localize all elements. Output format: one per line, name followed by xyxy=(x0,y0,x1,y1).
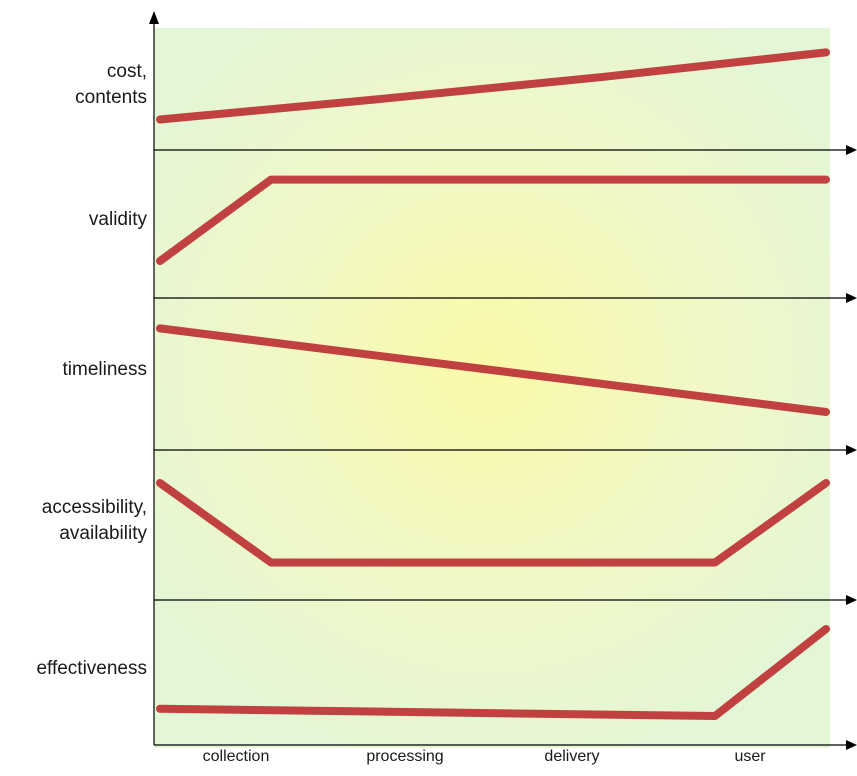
stage-label-user: user xyxy=(734,748,766,765)
band-label-5: effectiveness xyxy=(0,656,147,682)
band-label-3: timeliness xyxy=(0,357,147,383)
band-label-line: effectiveness xyxy=(36,657,147,679)
y-axis-arrow xyxy=(149,11,159,24)
band-label-2: validity xyxy=(0,207,147,233)
band-line-1 xyxy=(156,48,830,124)
band-baseline-arrow-1 xyxy=(846,145,857,155)
band-label-line: validity xyxy=(88,209,147,230)
band-label-line: cost, xyxy=(106,61,147,82)
band-label-line: accessibility, xyxy=(41,497,147,518)
stage-label-delivery: delivery xyxy=(544,748,600,765)
band-line-3 xyxy=(156,324,830,416)
band-label-4: accessibility, availability xyxy=(0,495,147,547)
band-line-4 xyxy=(156,479,830,567)
band-label-line: contents xyxy=(75,87,147,108)
band-baseline-arrow-5 xyxy=(846,740,857,750)
band-line-2 xyxy=(156,175,830,265)
band-label-1: cost, contents xyxy=(0,59,147,111)
band-baseline-arrow-2 xyxy=(846,293,857,303)
axes-group xyxy=(149,11,857,750)
stage-label-processing: processing xyxy=(366,748,444,765)
band-line-5 xyxy=(156,625,830,720)
band-baseline-arrow-3 xyxy=(846,445,857,455)
band-label-line: timeliness xyxy=(62,359,147,380)
band-baseline-arrow-4 xyxy=(846,595,857,605)
stage-label-collection: collection xyxy=(202,748,270,765)
band-label-line: availability xyxy=(59,523,147,544)
series-group xyxy=(156,48,830,720)
plot-background xyxy=(154,28,830,748)
